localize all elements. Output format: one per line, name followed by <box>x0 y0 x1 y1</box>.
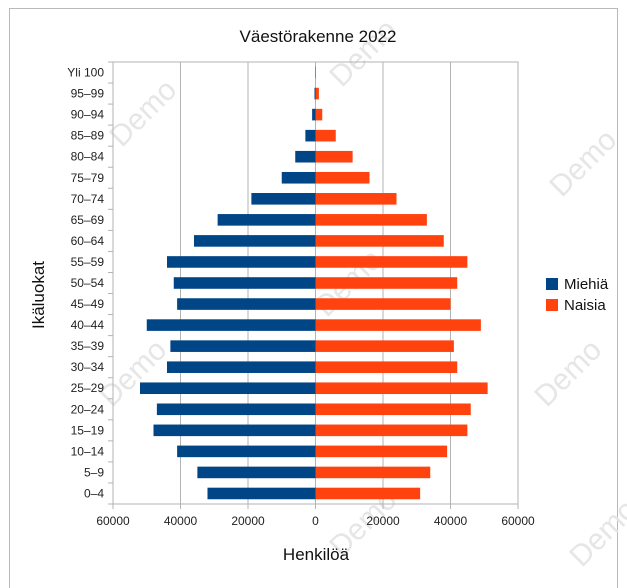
y-tick-label: 85–89 <box>71 129 105 143</box>
y-tick-label: 5–9 <box>84 465 104 479</box>
bar-women-45–49 <box>316 298 451 310</box>
y-tick-label: 25–29 <box>71 381 105 395</box>
legend: Miehiä Naisia <box>546 276 609 314</box>
x-tick-labels: 60000 40000 20000 0 20000 40000 60000 <box>96 514 535 528</box>
bar-men-95–99 <box>314 88 315 100</box>
bar-men-90–94 <box>312 109 315 121</box>
y-tick-labels: 0–4 5–9 10–14 15–19 20–24 25–29 30–34 35–39 40–4… <box>67 66 104 501</box>
bar-men-5–9 <box>197 467 315 479</box>
bar-women-95–99 <box>316 88 319 100</box>
x-tick-label: 40000 <box>164 514 198 528</box>
bar-men-20–24 <box>157 403 316 415</box>
y-tick-label: 55–59 <box>71 255 105 269</box>
bar-women-50–54 <box>316 277 458 289</box>
bar-women-80–84 <box>316 151 353 163</box>
y-tick-label: 90–94 <box>71 108 105 122</box>
bar-women-90–94 <box>316 109 323 121</box>
y-tick-label: 75–79 <box>71 171 105 185</box>
x-axis-title: Henkilöä <box>283 545 350 564</box>
bar-men-35–39 <box>170 340 315 352</box>
y-tick-label: 10–14 <box>71 444 105 458</box>
legend-label: Miehiä <box>564 276 609 293</box>
watermark-text: Demo <box>543 123 623 203</box>
x-tick-label: 20000 <box>231 514 265 528</box>
bar-women-75–79 <box>316 172 370 184</box>
bar-men-60–64 <box>194 235 316 247</box>
bar-men-15–19 <box>154 425 316 437</box>
y-tick-label: 40–44 <box>71 318 105 332</box>
y-tick-label: 95–99 <box>71 87 105 101</box>
bar-men-65–69 <box>218 214 316 226</box>
legend-label: Naisia <box>564 297 606 314</box>
y-tick-label: 30–34 <box>71 360 105 374</box>
x-tick-label: 60000 <box>501 514 535 528</box>
legend-swatch <box>546 278 558 290</box>
y-tick-label: 15–19 <box>71 423 105 437</box>
legend-swatch <box>546 299 558 311</box>
chart-title: Väestörakenne 2022 <box>240 27 397 46</box>
bar-women-55–59 <box>316 256 468 268</box>
y-tick-label: 50–54 <box>71 276 105 290</box>
y-tick-label: Yli 100 <box>67 66 104 80</box>
bar-men-45–49 <box>177 298 315 310</box>
bar-women-15–19 <box>316 425 468 437</box>
bar-women-35–39 <box>316 340 454 352</box>
y-tick-label: 65–69 <box>71 213 105 227</box>
x-tick-label: 60000 <box>96 514 130 528</box>
y-tick-label: 35–39 <box>71 339 105 353</box>
watermark-text: Demo <box>103 73 183 153</box>
watermark-text: Demo <box>93 333 173 413</box>
x-tick-label: 20000 <box>366 514 400 528</box>
watermark-text: Demo <box>528 333 608 413</box>
bar-women-10–14 <box>316 446 448 458</box>
y-tick-label: 70–74 <box>71 192 105 206</box>
bar-men-40–44 <box>147 319 316 331</box>
bar-men-25–29 <box>140 382 316 394</box>
bar-women-25–29 <box>316 382 488 394</box>
bar-women-60–64 <box>316 235 444 247</box>
bar-men-0–4 <box>208 488 316 500</box>
bar-women-30–34 <box>316 361 458 373</box>
watermark-text: Demo <box>323 13 403 93</box>
bar-women-20–24 <box>316 403 471 415</box>
bar-women-65–69 <box>316 214 427 226</box>
y-axis-title: Ikäluokat <box>29 261 48 329</box>
bar-women-40–44 <box>316 319 481 331</box>
x-tick-label: 0 <box>312 514 319 528</box>
watermark-text: Demo <box>563 493 627 573</box>
y-tick-label: 80–84 <box>71 150 105 164</box>
bar-men-30–34 <box>167 361 316 373</box>
bar-men-55–59 <box>167 256 316 268</box>
bar-men-75–79 <box>282 172 316 184</box>
bar-women-85–89 <box>316 130 336 142</box>
bar-men-80–84 <box>295 151 315 163</box>
bar-women-0–4 <box>316 488 421 500</box>
y-tick-label: 60–64 <box>71 234 105 248</box>
bar-men-70–74 <box>251 193 315 205</box>
bar-men-85–89 <box>305 130 315 142</box>
x-tick-label: 40000 <box>434 514 468 528</box>
bar-women-5–9 <box>316 467 431 479</box>
bar-men-50–54 <box>174 277 316 289</box>
bars <box>140 67 488 500</box>
bar-women-70–74 <box>316 193 397 205</box>
y-tick-label: 0–4 <box>84 486 104 500</box>
y-tick-label: 45–49 <box>71 297 105 311</box>
y-tick-label: 20–24 <box>71 402 105 416</box>
bar-men-10–14 <box>177 446 315 458</box>
